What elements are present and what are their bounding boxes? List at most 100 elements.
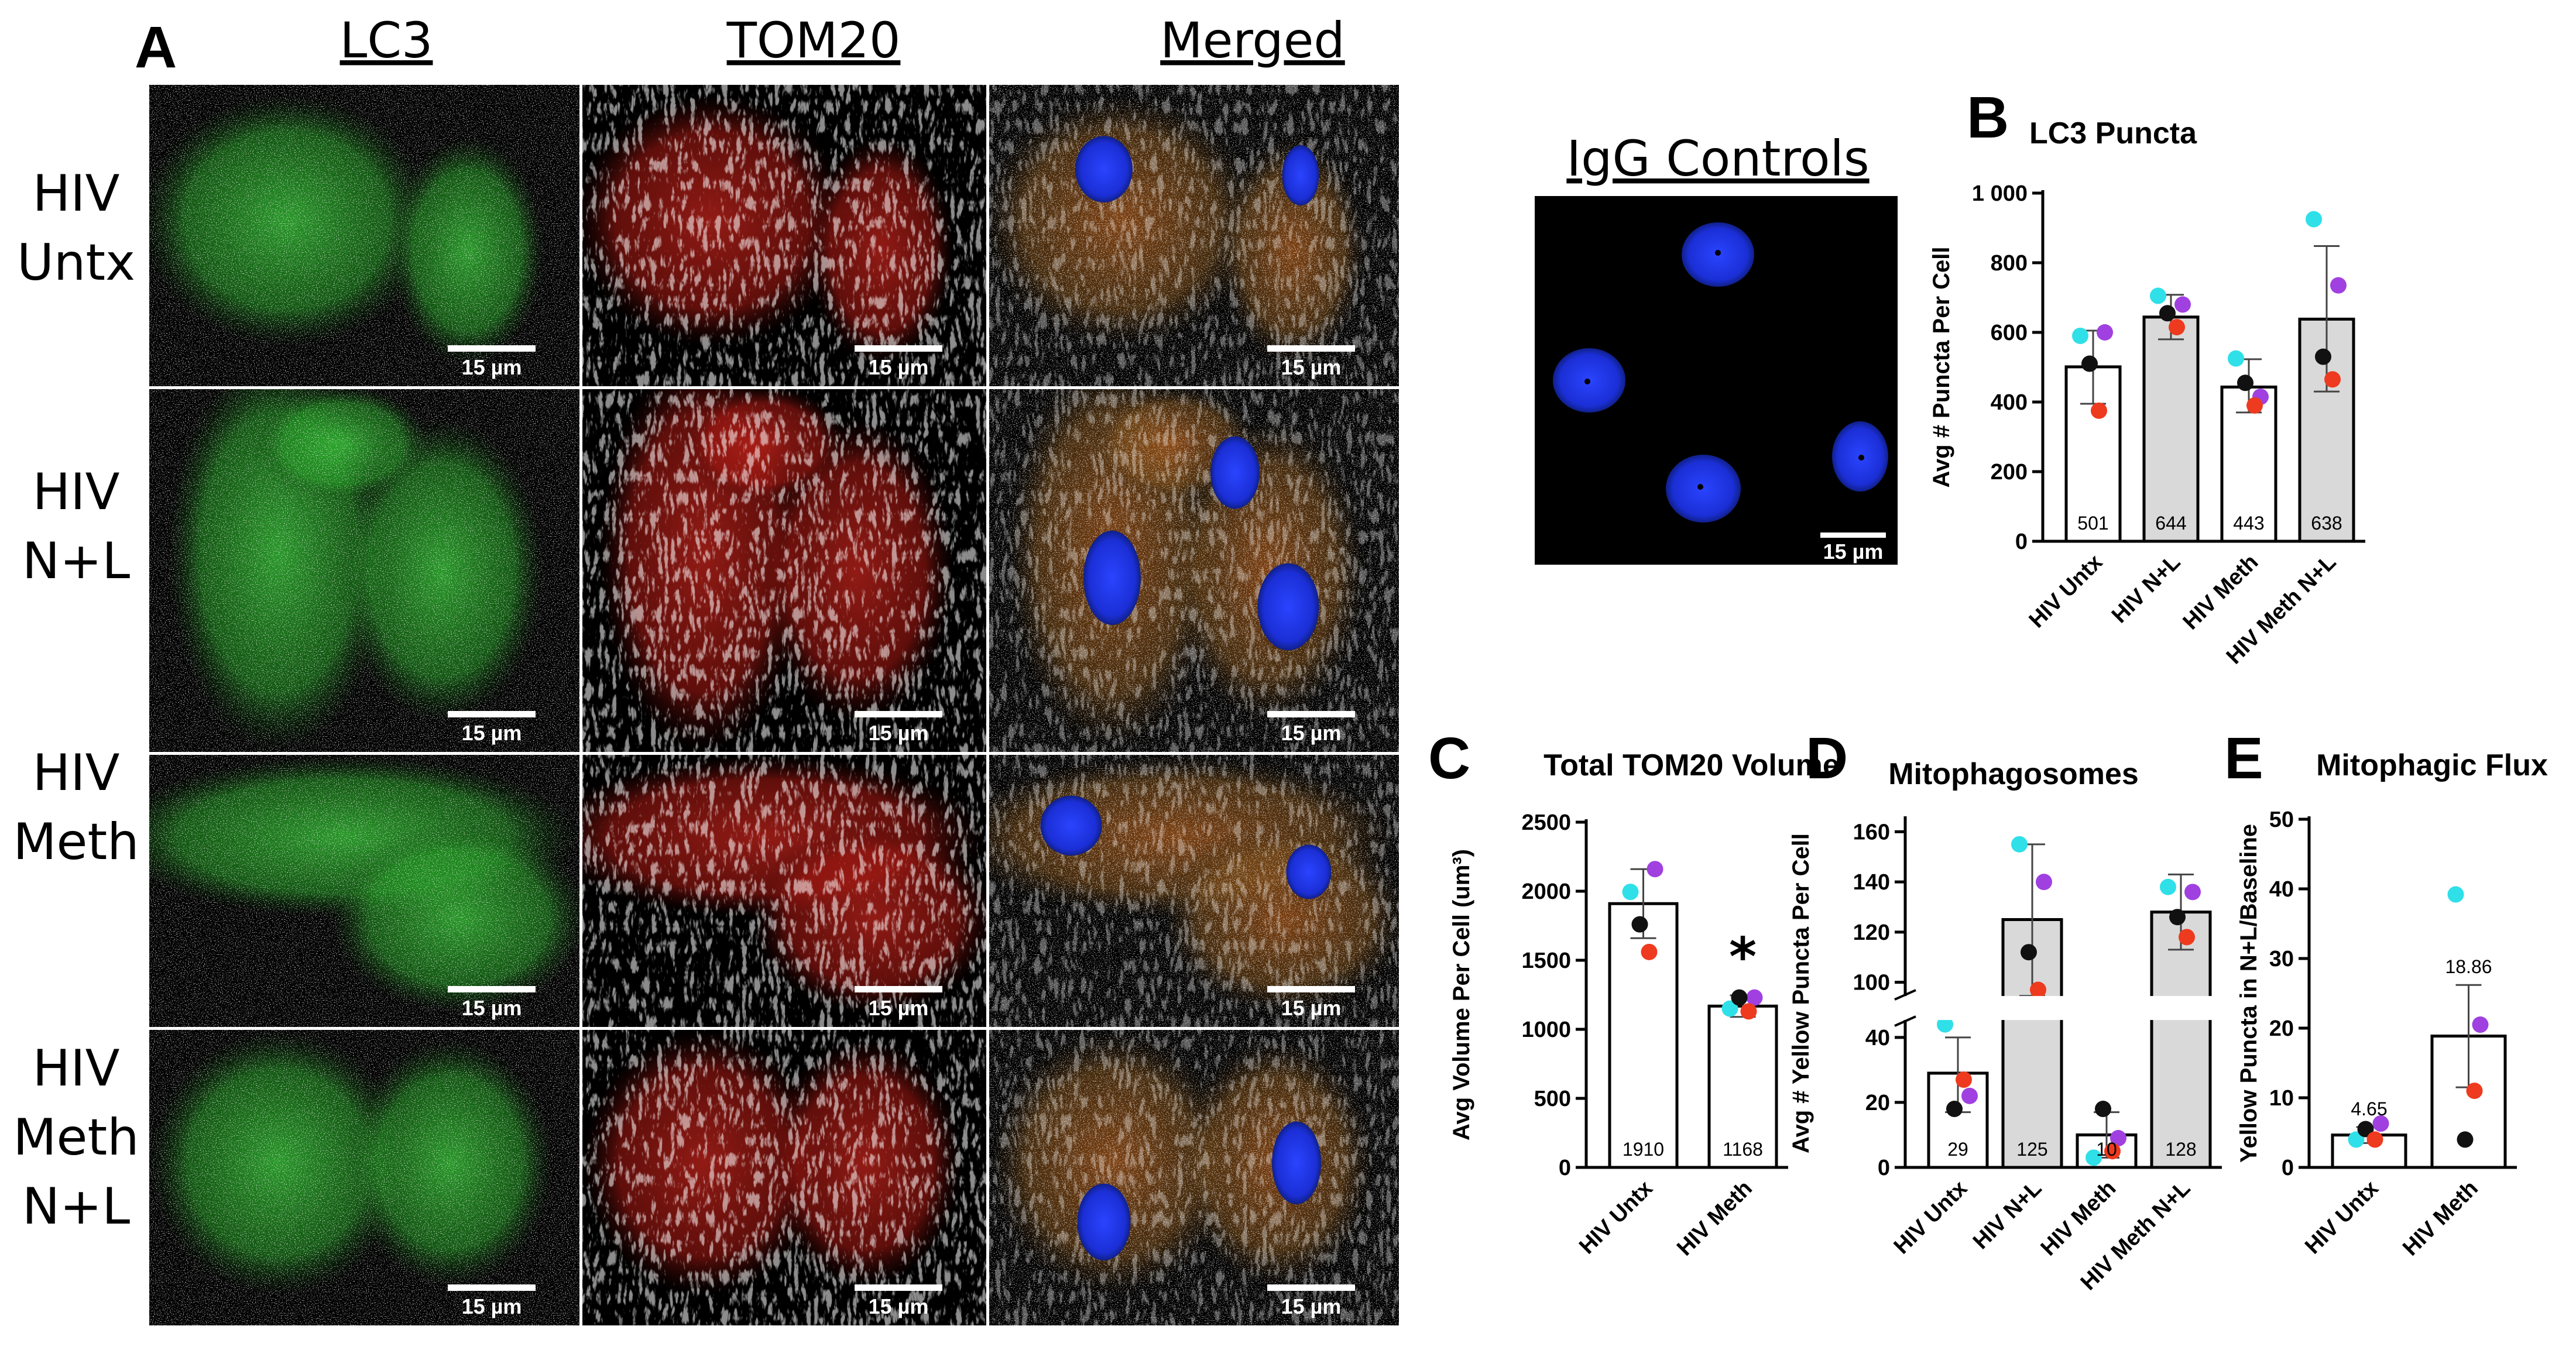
signal-texture xyxy=(989,389,1399,752)
y-axis-label: Avg # Puncta Per Cell xyxy=(1929,247,1954,488)
y-tick-label: 100 xyxy=(1853,971,1890,995)
data-point xyxy=(1937,1016,1953,1033)
micrograph-content xyxy=(989,1030,1399,1325)
micrograph-lc3-row-1: 15 µm xyxy=(149,85,579,386)
micrograph-content xyxy=(149,755,579,1027)
micrograph-content xyxy=(582,389,986,752)
significance-asterisk: * xyxy=(1729,926,1757,988)
nucleus xyxy=(1272,1121,1321,1204)
data-point xyxy=(2179,929,2195,946)
y-tick-label: 2000 xyxy=(1521,880,1571,904)
bar-value-label: 1910 xyxy=(1623,1139,1664,1160)
micrograph-merged-row-1: 15 µm xyxy=(989,85,1399,386)
data-point xyxy=(1946,1101,1963,1118)
axis-break-gap xyxy=(1903,996,2224,1021)
y-tick-label: 0 xyxy=(1559,1156,1571,1180)
micrograph-content xyxy=(989,755,1399,1027)
scale-bar xyxy=(855,711,942,717)
nucleus xyxy=(1077,1183,1131,1260)
category-label: HIV Untx xyxy=(2025,550,2108,633)
data-point xyxy=(2081,355,2098,372)
data-point xyxy=(2011,836,2028,853)
y-axis-label: Avg Volume Per Cell (um³) xyxy=(1449,849,1474,1140)
signal-texture xyxy=(582,1030,986,1325)
nucleus xyxy=(1083,530,1141,625)
y-tick-label: 20 xyxy=(2269,1016,2294,1041)
category-label: HIV Untx xyxy=(1575,1176,1658,1259)
bar-value-label: 125 xyxy=(2016,1139,2047,1160)
bar-value-label: 644 xyxy=(2155,513,2186,534)
micrograph-merged-row-3: 15 µm xyxy=(989,755,1399,1027)
scale-bar-label: 15 µm xyxy=(462,721,522,745)
data-point xyxy=(1641,943,1658,960)
data-point xyxy=(2110,1130,2126,1147)
bar-value-label: 29 xyxy=(1947,1139,1968,1160)
scale-bar xyxy=(448,711,536,717)
micrograph-lc3-row-2: 15 µm xyxy=(149,389,579,752)
scale-bar xyxy=(855,345,942,352)
data-point xyxy=(1961,1087,1978,1104)
signal-texture xyxy=(582,389,986,752)
y-tick-label: 0 xyxy=(2282,1156,2294,1180)
row-label-2a: HIV xyxy=(33,463,120,521)
data-point xyxy=(2246,397,2263,414)
igg-nucleolus xyxy=(1584,379,1590,384)
y-tick-label: 40 xyxy=(2269,877,2294,902)
column-header-merged: Merged xyxy=(1160,12,1345,69)
data-point xyxy=(1721,1000,1738,1017)
y-axis-label: Avg # Yellow Puncta Per Cell xyxy=(1788,833,1814,1153)
bar-hiv-meth-n-l xyxy=(2150,911,2212,1169)
axis-break-mark xyxy=(1894,989,1916,1001)
signal-texture xyxy=(149,755,579,1027)
micrograph-content xyxy=(582,755,986,1027)
scale-bar xyxy=(1267,345,1355,352)
bar-value-label: 18.86 xyxy=(2445,956,2492,977)
category-label: HIV N+L xyxy=(1968,1176,2046,1254)
chart-b: B LC3 Puncta Avg # Puncta Per Cell 0 200 400 6… xyxy=(1929,85,2365,669)
data-point xyxy=(1956,1071,1972,1088)
data-point xyxy=(2330,277,2347,294)
chart-title: Mitophagosomes xyxy=(1888,757,2139,791)
micrograph-content xyxy=(582,1030,986,1325)
column-header-tom20: TOM20 xyxy=(726,12,901,69)
data-point xyxy=(2348,1131,2365,1148)
scale-bar xyxy=(448,1284,536,1291)
micrograph-grid: 15 µm 15 µm 15 µm 15 µm 15 µm 15 µm 15 µm 15 µm… xyxy=(149,85,1399,1325)
data-point xyxy=(2072,327,2088,344)
scale-bar-label: 15 µm xyxy=(869,355,929,379)
data-point xyxy=(2150,287,2166,304)
panel-a: A LC3 TOM20 Merged HIV Untx HIV N+L HIV … xyxy=(13,12,1399,1325)
data-point xyxy=(1746,989,1763,1006)
category-label: HIV Meth xyxy=(1672,1176,1757,1261)
igg-nucleolus xyxy=(1697,484,1703,490)
y-tick-label: 140 xyxy=(1853,870,1890,895)
scale-bar-label: 15 µm xyxy=(1281,1294,1342,1318)
scale-bar-label: 15 µm xyxy=(1281,721,1342,745)
micrograph-merged-row-4: 15 µm xyxy=(989,1030,1399,1325)
chart-d: D Mitophagosomes Avg # Yellow Puncta Per C… xyxy=(1788,726,2224,1295)
scale-bar-label: 15 µm xyxy=(462,996,522,1020)
data-point xyxy=(2030,981,2046,998)
micrograph-content xyxy=(149,389,579,752)
bar-value-label: 10 xyxy=(2096,1139,2117,1160)
micrograph-lc3-row-3: 15 µm xyxy=(149,755,579,1027)
data-point xyxy=(2021,944,2037,961)
micrograph-tom20-row-2: 15 µm xyxy=(582,389,986,752)
nucleus xyxy=(1040,795,1102,856)
data-point xyxy=(2169,909,2186,926)
micrograph-tom20-row-4: 15 µm xyxy=(582,1030,986,1325)
data-point xyxy=(2091,402,2107,419)
bar-value-label: 128 xyxy=(2165,1139,2196,1160)
category-label: HIV Meth xyxy=(2398,1176,2483,1261)
data-point xyxy=(2174,296,2191,313)
data-point xyxy=(2095,1101,2111,1118)
micrograph-tom20-row-3: 15 µm xyxy=(582,755,986,1027)
data-point xyxy=(2315,348,2331,365)
signal-texture xyxy=(989,1030,1399,1325)
data-point xyxy=(2237,375,2253,391)
data-point xyxy=(2472,1016,2489,1033)
scale-bar xyxy=(1267,986,1355,992)
y-tick-label: 0 xyxy=(2015,530,2028,554)
bar-value-label: 443 xyxy=(2233,513,2264,534)
signal-texture xyxy=(149,389,579,752)
